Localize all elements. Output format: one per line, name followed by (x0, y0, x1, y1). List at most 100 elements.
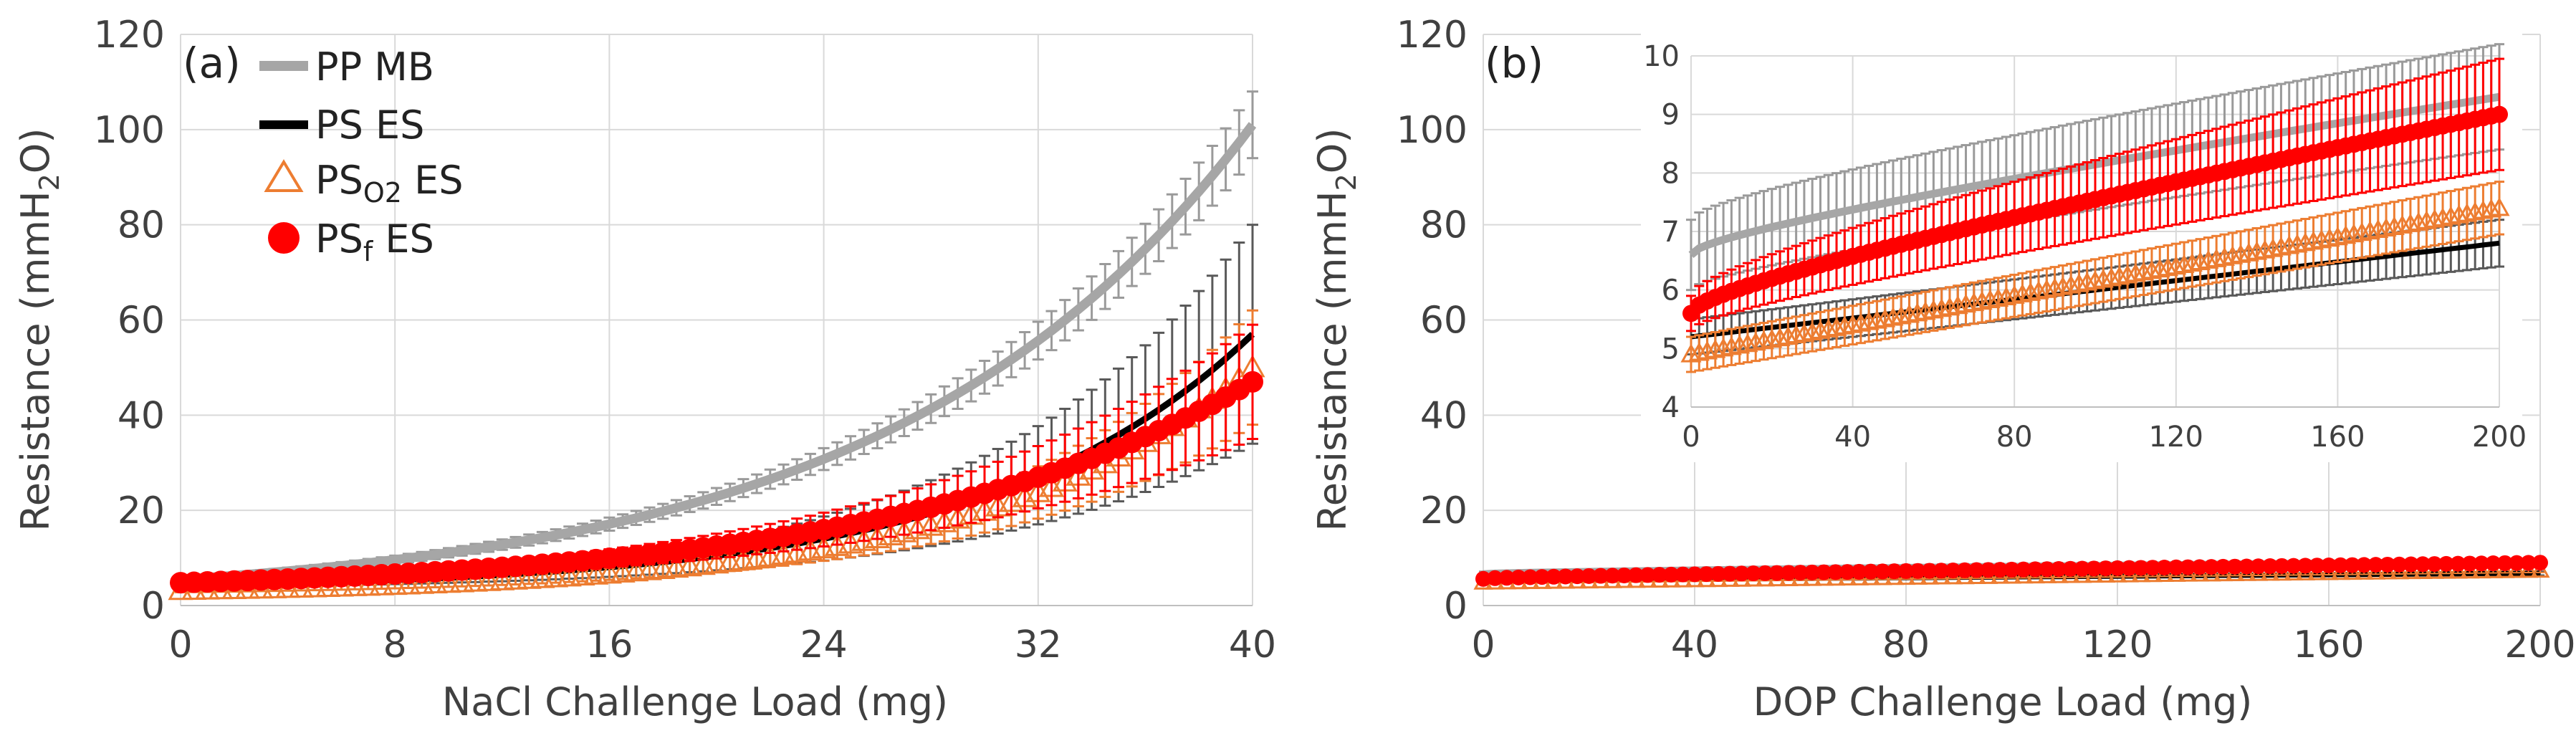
inset-point-pso2-es (2294, 232, 2316, 252)
panel-a-y-tick-label: 0 (141, 585, 165, 628)
legend-pp-mb-label: PP MB (315, 44, 434, 90)
inset-point-pso2-es (2092, 269, 2114, 288)
panel-a-point-pso2-es (596, 560, 622, 584)
panel-a-point-psf-es (1242, 370, 1263, 393)
panel-b-point-psf-es (1980, 562, 1996, 578)
legend-ps-es-label: PS ES (315, 102, 424, 148)
inset-point-pso2-es (1786, 324, 1807, 344)
inset-point-pso2-es (2222, 245, 2244, 264)
panel-a-x-tick-label: 16 (585, 623, 633, 666)
panel-b-y-tick-label: 120 (1397, 14, 1467, 57)
panel-a-point-pso2-es (677, 553, 703, 577)
panel-b-point-psf-es (2180, 559, 2196, 575)
panel-a-point-pso2-es (784, 540, 810, 563)
inset-point-pso2-es (2408, 211, 2429, 231)
panel-b-x-tick-label: 40 (1671, 623, 1718, 666)
panel-b-point-psf-es (1687, 566, 1703, 583)
panel-b-point-psf-es (1839, 564, 1856, 580)
inset-y-tick-label: 7 (1662, 216, 1680, 249)
panel-b-point-psf-es (1816, 564, 1832, 580)
panel-b-point-psf-es (2391, 556, 2408, 573)
inset-point-pso2-es (2472, 200, 2494, 219)
panel-b-point-psf-es (2051, 560, 2067, 577)
inset-point-pso2-es (1809, 320, 1832, 339)
panel-a-point-pso2-es (476, 568, 502, 591)
panel-a-point-pso2-es (342, 573, 368, 596)
inset-point-pso2-es (2020, 282, 2041, 301)
panel-b-point-psf-es (2379, 556, 2395, 573)
panel-b-point-psf-es (2086, 560, 2102, 577)
inset-point-pso2-es (2432, 207, 2453, 226)
panel-b-point-psf-es (1733, 565, 1750, 582)
panel-b-point-psf-es (2321, 557, 2337, 573)
panel-a-x-tick-label: 32 (1015, 623, 1062, 666)
panel-a-point-pso2-es (570, 563, 595, 586)
panel-a-point-pso2-es (636, 558, 663, 580)
panel-b-point-psf-es (1792, 565, 1809, 581)
panel-b-point-psf-es (2532, 555, 2548, 571)
panel-b-point-psf-es (1475, 570, 1491, 587)
inset-point-pso2-es (2456, 203, 2478, 222)
panel-b-point-psf-es (1945, 563, 1961, 579)
panel-b-point-psf-es (1533, 569, 1550, 585)
inset-series-psf-es (1682, 57, 2508, 333)
panel-b-point-psf-es (2226, 558, 2243, 575)
inset-y-tick-label: 4 (1662, 391, 1680, 424)
inset-point-pso2-es (1939, 297, 1960, 316)
inset-point-pso2-es (1737, 333, 1758, 353)
panel-a-point-pso2-es (704, 550, 729, 574)
inset-y-tick-label: 8 (1662, 157, 1680, 190)
inset-point-pso2-es (2351, 221, 2372, 242)
inset-background (1641, 29, 2522, 462)
inset-point-pso2-es (2173, 254, 2195, 274)
panel-b-point-psf-es (1827, 564, 1844, 580)
inset-point-pso2-es (2270, 236, 2292, 256)
inset-point-pso2-es (2448, 204, 2470, 224)
inset-point-pso2-es (1988, 287, 2009, 307)
inset-point-pso2-es (2133, 262, 2155, 281)
panel-a-point-pso2-es (436, 570, 461, 593)
panel-b-point-psf-es (2203, 559, 2220, 575)
panel-a-line-pp-mb (180, 122, 1257, 584)
inset-point-pso2-es (2440, 206, 2461, 225)
panel-b-point-psf-es (2027, 561, 2044, 578)
panel-b-y-tick-label: 80 (1420, 204, 1467, 247)
panel-b-point-psf-es (2485, 555, 2501, 572)
panel-b-point-pso2-es (2530, 560, 2550, 578)
panel-b-y-tick-label: 100 (1397, 109, 1467, 152)
panel-b-point-psf-es (2403, 556, 2419, 573)
inset-y-tick-label: 10 (1643, 40, 1680, 73)
panel-a-point-pso2-es (650, 556, 676, 579)
panel-b-point-psf-es (1745, 565, 1761, 582)
panel-a-point-pso2-es (516, 566, 542, 589)
inset-point-pso2-es (1915, 301, 1936, 320)
inset-point-pso2-es (1720, 336, 1742, 355)
panel-b-point-psf-es (1604, 568, 1621, 584)
inset-point-pso2-es (2367, 219, 2389, 239)
legend-psf-es-label: PSf ES (315, 216, 434, 267)
panel-b-point-psf-es (1968, 562, 1985, 578)
inset-point-pso2-es (2335, 225, 2357, 244)
panel-a-point-pso2-es (489, 568, 515, 590)
panel-b-point-psf-es (1628, 567, 1644, 583)
inset-point-pso2-es (1729, 335, 1751, 354)
panel-b-point-psf-es (1546, 568, 1562, 585)
inset-y-tick-label: 9 (1662, 99, 1680, 132)
panel-b-point-psf-es (2297, 558, 2314, 574)
inset-point-pso2-es (2198, 249, 2219, 269)
panel-b-point-psf-es (1639, 567, 1656, 583)
panel-b-point-psf-es (1510, 569, 1527, 585)
legend-psf-es-marker (268, 222, 300, 254)
panel-b-point-psf-es (1898, 563, 1914, 579)
inset-tick-labels: 4 5 6 7 8 9 10 0 40 80 120 160 200 (1643, 40, 2527, 454)
panel-b-point-psf-es (1487, 570, 1503, 586)
inset-point-pso2-es (2206, 248, 2227, 267)
panel-a-point-pso2-es (502, 567, 529, 590)
panel-b-point-psf-es (2156, 560, 2173, 576)
inset-point-pso2-es (1923, 300, 1944, 319)
panel-b-y-tick-label: 60 (1420, 300, 1467, 343)
panel-b-point-psf-es (2168, 559, 2184, 575)
panel-b-point-psf-es (1910, 563, 1926, 579)
